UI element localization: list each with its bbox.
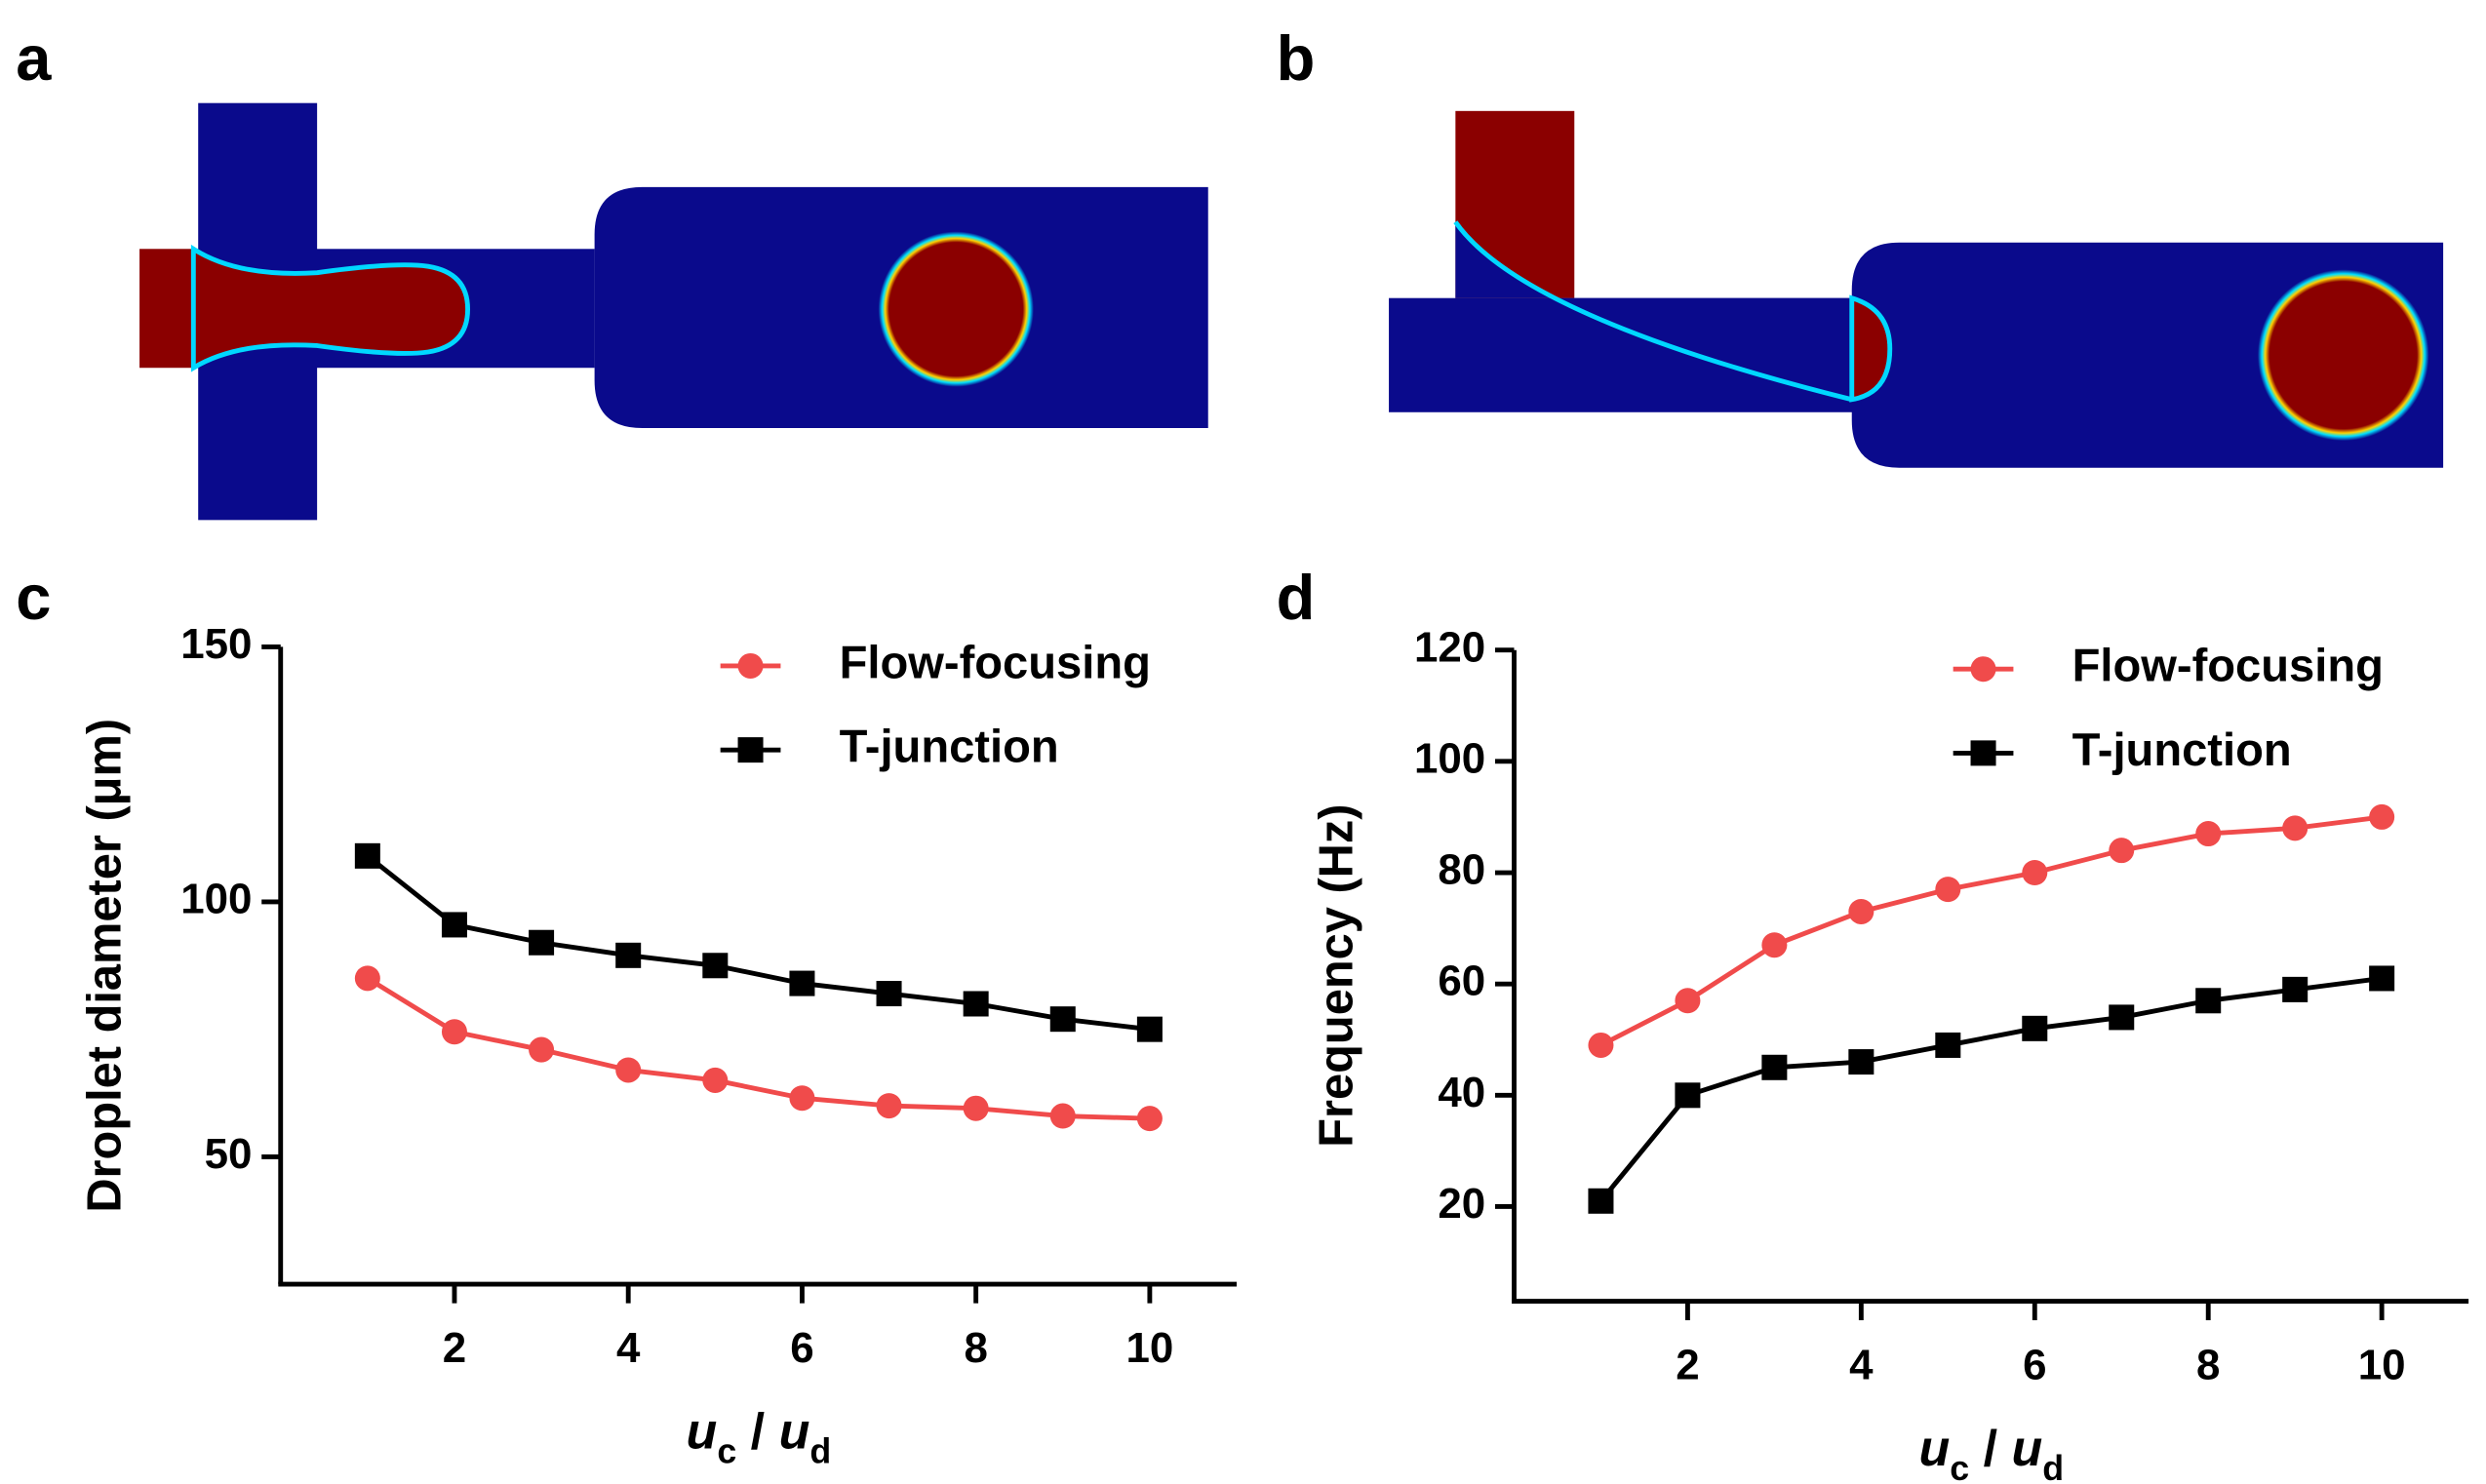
panel-label: a (16, 22, 52, 94)
marker (441, 1019, 467, 1045)
x-tick-label: 2 (443, 1324, 466, 1372)
marker (1675, 1082, 1701, 1109)
x-axis-label: uc / ud (1918, 1421, 2064, 1484)
y-tick-label: 150 (180, 620, 252, 668)
simulation-b (1389, 110, 2444, 468)
legend-label: Flow-focusing (2072, 640, 2384, 691)
marker (702, 953, 729, 979)
marker (1848, 898, 1874, 924)
marker (2109, 838, 2135, 864)
marker (2369, 803, 2395, 830)
marker (2195, 821, 2222, 847)
x-axis-label-part: u (2012, 1421, 2043, 1477)
marker (1049, 1103, 1076, 1129)
marker (963, 991, 989, 1017)
marker (2282, 815, 2308, 841)
x-axis-label-part: / (1969, 1421, 2011, 1477)
marker (1935, 877, 1961, 903)
legend-label: T-junction (2072, 723, 2292, 775)
marker (1675, 988, 1701, 1014)
marker (789, 1085, 815, 1112)
panel-label: c (16, 562, 51, 633)
marker (1588, 1188, 1614, 1214)
y-tick-label: 80 (1438, 846, 1485, 894)
marker (615, 942, 642, 968)
y-tick-label: 50 (205, 1130, 253, 1178)
legend-marker (1970, 740, 1996, 766)
marker (1136, 1106, 1163, 1132)
legend-label: Flow-focusing (840, 636, 1151, 687)
panel-label: b (1277, 22, 1316, 94)
simulation-a (139, 102, 1208, 521)
marker (1049, 1006, 1076, 1033)
marker (1848, 1049, 1874, 1075)
legend-marker (737, 737, 764, 763)
x-tick-label: 4 (616, 1324, 641, 1372)
marker (1761, 932, 1788, 958)
x-axis-label-part: u (779, 1403, 810, 1460)
x-axis-label-part: d (809, 1432, 831, 1471)
marker (963, 1095, 989, 1121)
y-tick-label: 100 (1414, 734, 1485, 782)
marker (1588, 1032, 1614, 1058)
marker (2022, 859, 2048, 886)
y-axis-label: Frequency (Hz) (1311, 803, 1363, 1147)
marker (876, 1093, 902, 1119)
x-tick-label: 10 (1125, 1324, 1173, 1372)
y-tick-label: 20 (1438, 1180, 1485, 1228)
series-line (366, 976, 1150, 1121)
marker (354, 965, 380, 992)
marker (529, 929, 555, 956)
x-tick-label: 2 (1676, 1341, 1699, 1388)
marker (1136, 1016, 1163, 1042)
x-axis-label-part: d (2042, 1449, 2064, 1484)
x-axis-label-part: u (1918, 1421, 1950, 1477)
y-tick-label: 40 (1438, 1069, 1485, 1116)
marker (702, 1067, 729, 1093)
legend-marker (1970, 656, 1996, 683)
legend-marker (737, 652, 764, 679)
series-line (1599, 814, 2383, 1048)
y-tick-label: 100 (180, 875, 252, 922)
x-tick-label: 6 (790, 1324, 813, 1372)
marker (789, 970, 815, 996)
x-tick-label: 8 (964, 1324, 987, 1372)
marker (441, 912, 467, 938)
panel-label: d (1277, 562, 1316, 633)
marker (354, 842, 380, 869)
x-tick-label: 8 (2196, 1341, 2220, 1388)
x-tick-label: 10 (2358, 1341, 2406, 1388)
marker (1935, 1032, 1961, 1058)
marker (1761, 1054, 1788, 1080)
x-axis-label-part: c (1950, 1449, 1969, 1484)
marker (2195, 988, 2222, 1014)
marker (2109, 1004, 2135, 1031)
marker (2282, 976, 2308, 1002)
x-tick-label: 4 (1849, 1341, 1874, 1388)
marker (876, 981, 902, 1007)
x-tick-label: 6 (2023, 1341, 2046, 1388)
series-line (366, 853, 1151, 1033)
marker (2369, 965, 2395, 992)
x-axis-label-part: / (736, 1403, 778, 1460)
marker (529, 1036, 555, 1063)
y-tick-label: 60 (1438, 957, 1485, 1005)
y-tick-label: 120 (1414, 623, 1485, 671)
series-line (1598, 976, 2383, 1203)
x-axis-label: uc / ud (687, 1403, 832, 1471)
y-axis-label: Droplet diameter (μm) (78, 719, 131, 1213)
marker (615, 1057, 642, 1083)
legend-label: T-junction (840, 721, 1059, 772)
x-axis-label-part: u (687, 1403, 718, 1460)
x-axis-label-part: c (717, 1432, 736, 1471)
marker (2022, 1015, 2048, 1041)
